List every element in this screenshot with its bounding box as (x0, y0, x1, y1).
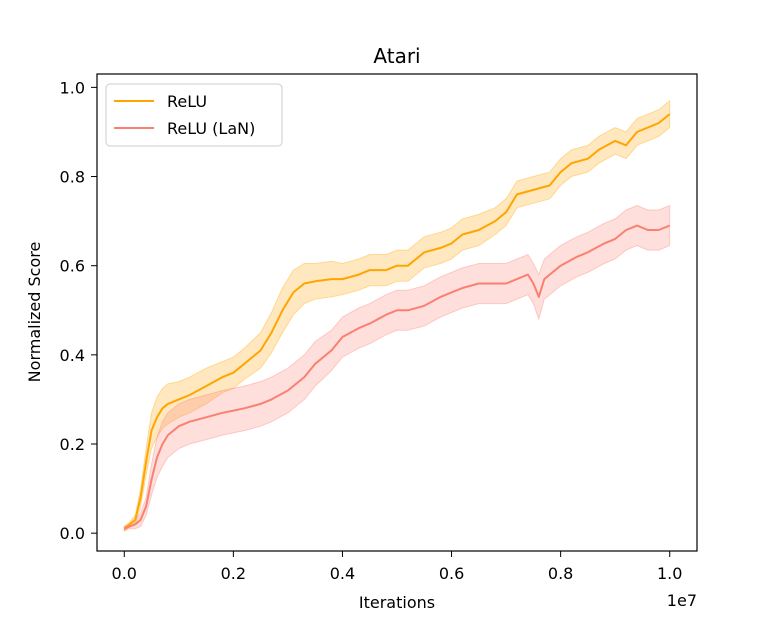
line-relu (123, 113, 671, 530)
chart-title: Atari (373, 44, 420, 68)
band-relu (123, 99, 671, 532)
legend: ReLU ReLU (LaN) (105, 83, 283, 147)
plot-frame (96, 73, 698, 552)
y-tick-label: 0.2 (60, 435, 85, 454)
x-tick-label: 0.0 (112, 564, 137, 583)
band-relu-lan (123, 204, 671, 532)
x-axis-label: Iterations (359, 593, 435, 612)
y-tick-label: 0.0 (60, 524, 85, 543)
y-tick-label: 0.8 (60, 168, 85, 187)
confidence-bands (123, 99, 671, 532)
legend-box (105, 83, 283, 147)
line-relu-lan (123, 224, 671, 530)
x-tick-label: 1.0 (657, 564, 682, 583)
x-tick-label: 0.8 (548, 564, 573, 583)
x-tick-label: 0.4 (330, 564, 355, 583)
y-axis-label: Normalized Score (25, 242, 44, 383)
x-axis-ticks: 0.0 0.2 0.4 0.6 0.8 1.0 (112, 551, 682, 583)
x-tick-label: 0.6 (439, 564, 464, 583)
y-tick-label: 0.6 (60, 257, 85, 276)
x-tick-label: 0.2 (221, 564, 246, 583)
legend-label-relu-lan: ReLU (LaN) (167, 119, 255, 138)
series-lines (123, 113, 671, 530)
x-axis-offset-label: 1e7 (667, 591, 697, 610)
y-tick-label: 0.4 (60, 346, 85, 365)
y-axis-ticks: 0.0 0.2 0.4 0.6 0.8 1.0 (60, 78, 97, 543)
legend-label-relu: ReLU (167, 92, 207, 111)
y-tick-label: 1.0 (60, 78, 85, 97)
